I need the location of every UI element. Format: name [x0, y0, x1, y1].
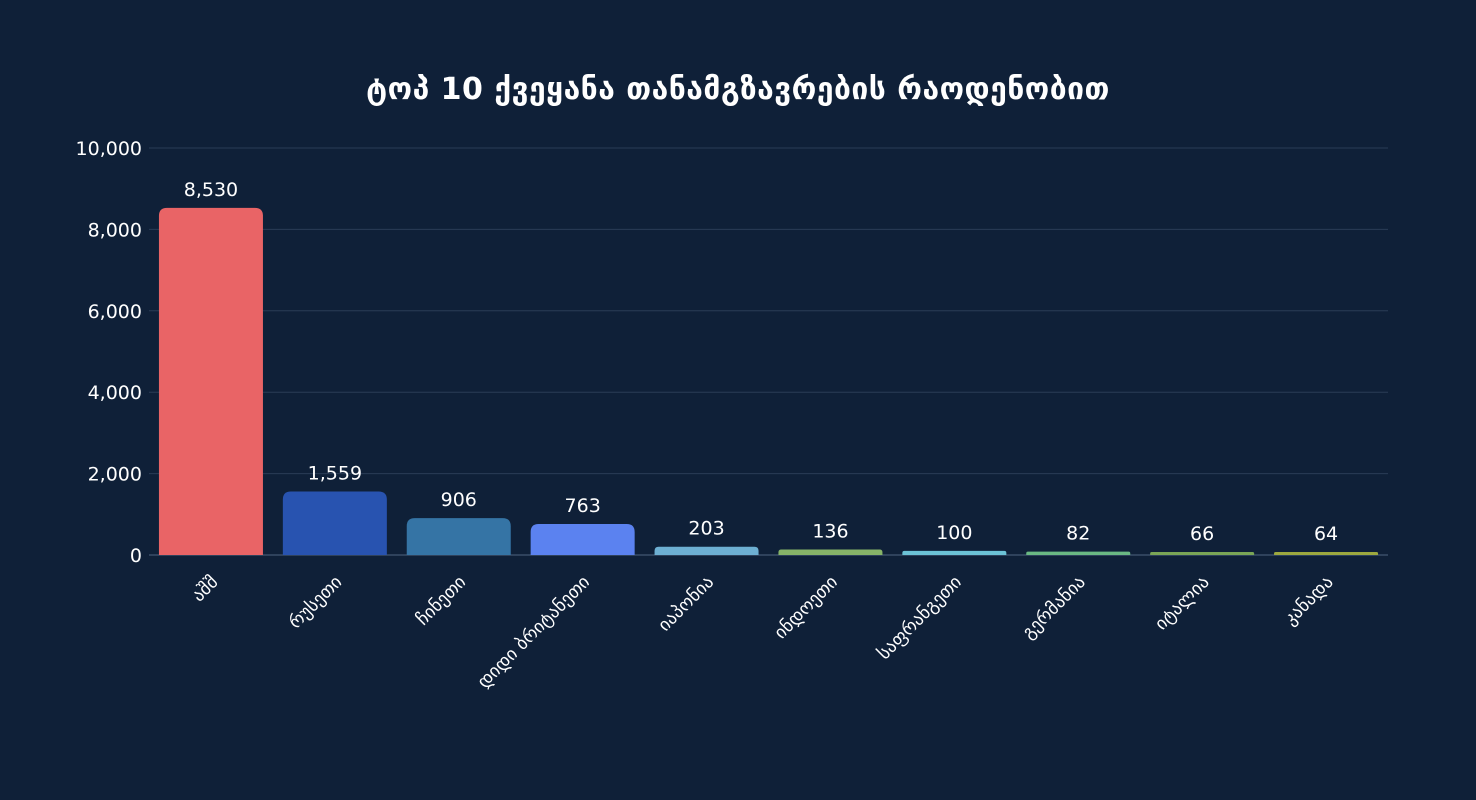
- y-tick-label: 2,000: [88, 464, 142, 486]
- bar: [530, 523, 635, 555]
- y-tick-label: 4,000: [88, 382, 142, 404]
- x-tick-label: ჩინეთი: [412, 572, 470, 630]
- y-tick-label: 10,000: [76, 138, 142, 160]
- bar: [1026, 551, 1131, 555]
- x-axis: აშშ რუსეთი ჩინეთი დიდი ბრიტანეთი იაპონია ინდო…: [188, 572, 1338, 693]
- data-label: 64: [1314, 523, 1338, 545]
- bar: [654, 546, 759, 555]
- data-label: 136: [812, 520, 848, 542]
- y-tick-label: 8,000: [88, 219, 142, 241]
- data-label: 763: [565, 495, 601, 517]
- data-label: 66: [1190, 523, 1214, 545]
- bar: [1150, 552, 1255, 555]
- data-label: 82: [1066, 523, 1090, 545]
- bar: [158, 207, 263, 556]
- x-tick-label: გერმანია: [1018, 572, 1090, 644]
- bars: [158, 207, 1379, 556]
- x-tick-label: ინდოეთი: [770, 572, 842, 644]
- bar: [1274, 552, 1379, 555]
- x-tick-label: დიდი ბრიტანეთი: [473, 572, 594, 693]
- data-label: 203: [688, 518, 724, 540]
- y-tick-label: 0: [130, 545, 142, 567]
- data-label: 906: [441, 489, 477, 511]
- bar: [902, 550, 1007, 555]
- bar: [282, 491, 387, 555]
- x-tick-label: იტალია: [1151, 572, 1214, 635]
- y-axis: 0 2,000 4,000 6,000 8,000 10,000: [76, 138, 142, 567]
- data-label: 8,530: [184, 179, 238, 201]
- x-tick-label: საფრანგეთი: [874, 572, 966, 664]
- x-tick-label: კანადა: [1280, 572, 1338, 630]
- x-tick-label: იაპონია: [654, 572, 718, 636]
- y-tick-label: 6,000: [88, 301, 142, 323]
- x-tick-label: აშშ: [188, 572, 222, 606]
- data-label: 1,559: [308, 463, 362, 485]
- data-labels: 8,530 1,559 906 763 203 136 100 82 66 64: [184, 179, 1338, 545]
- x-tick-label: რუსეთი: [285, 572, 347, 634]
- chart-title: ტოპ 10 ქვეყანა თანამგზავრების რაოდენობით: [366, 72, 1110, 107]
- data-label: 100: [936, 522, 972, 544]
- bar: [406, 518, 511, 555]
- bar: [778, 549, 883, 555]
